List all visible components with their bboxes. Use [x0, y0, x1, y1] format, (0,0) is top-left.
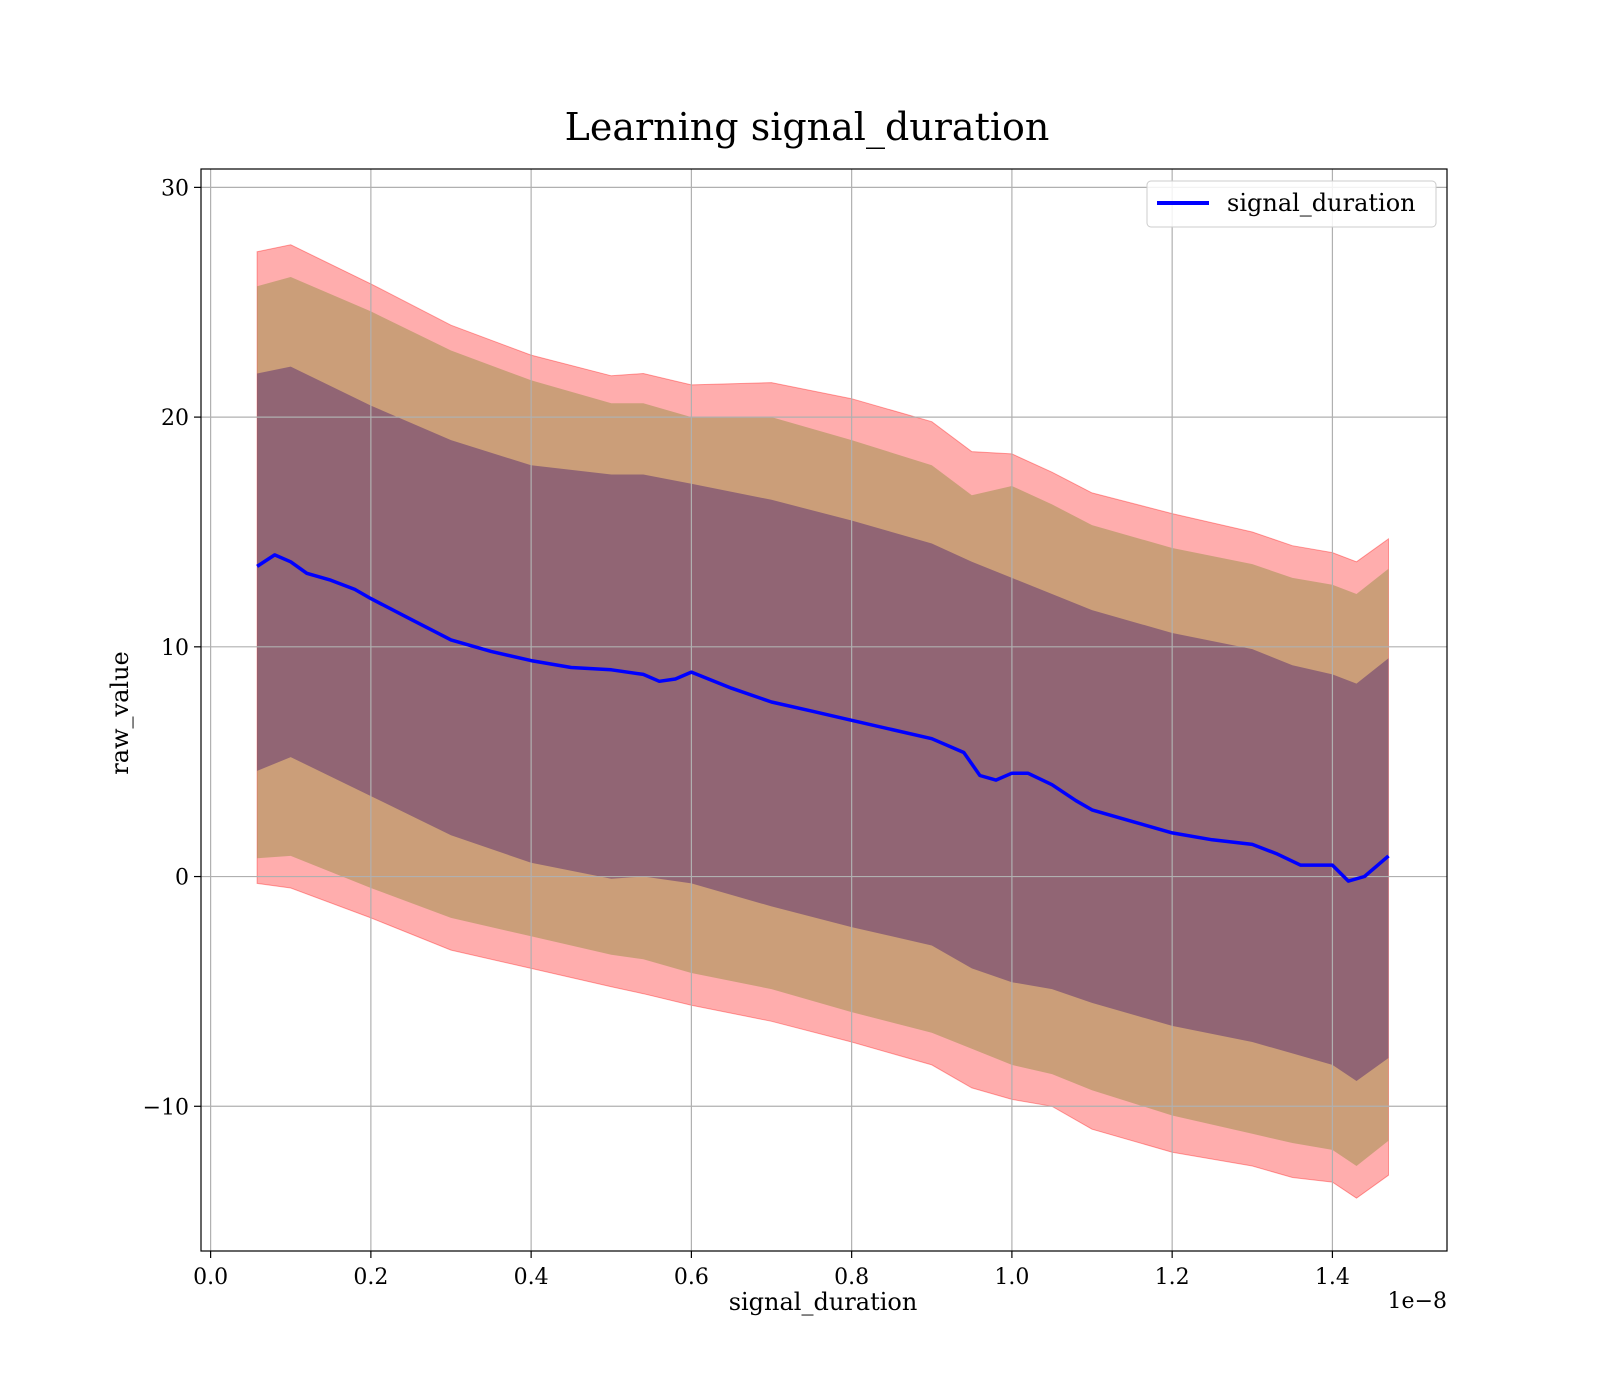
x-tick-label: 1.0	[994, 1265, 1029, 1290]
x-tick-label: 0.8	[834, 1265, 869, 1290]
x-axis-ticks: 0.0 0.2 0.4 0.6 0.8 1.0 1.2 1.4	[193, 1251, 1350, 1290]
axes-frame	[200, 168, 1448, 1252]
x-tick-label: 0.4	[514, 1265, 549, 1290]
x-tick-label: 0.2	[353, 1265, 388, 1290]
grid	[201, 169, 1447, 1251]
y-tick-label: 30	[161, 176, 189, 201]
y-axis-label: raw_value	[106, 651, 134, 775]
series-line-signal-duration	[256, 553, 1390, 883]
chart-title: Learning signal_duration	[565, 105, 1050, 150]
legend-box	[1146, 180, 1437, 228]
y-tick-label: 10	[161, 636, 189, 661]
legend-entry-label: signal_duration	[1227, 189, 1416, 217]
confidence-bands	[256, 244, 1389, 1199]
series-lines	[256, 553, 1390, 883]
y-axis-ticks: −10 0 10 20 30	[143, 176, 201, 1120]
x-axis-offset-label: 1e−8	[1388, 1289, 1447, 1314]
x-tick-label: 0.6	[674, 1265, 709, 1290]
y-tick-label: 0	[175, 866, 189, 891]
x-axis-label: signal_duration	[729, 1288, 918, 1316]
band-inner	[257, 366, 1389, 1082]
band-middle	[257, 277, 1389, 1166]
y-tick-label: 20	[161, 406, 189, 431]
x-tick-label: 0.0	[193, 1265, 228, 1290]
x-tick-label: 1.4	[1315, 1265, 1350, 1290]
x-tick-label: 1.2	[1155, 1265, 1190, 1290]
legend: signal_duration	[1146, 180, 1437, 228]
y-tick-label: −10	[143, 1095, 189, 1120]
